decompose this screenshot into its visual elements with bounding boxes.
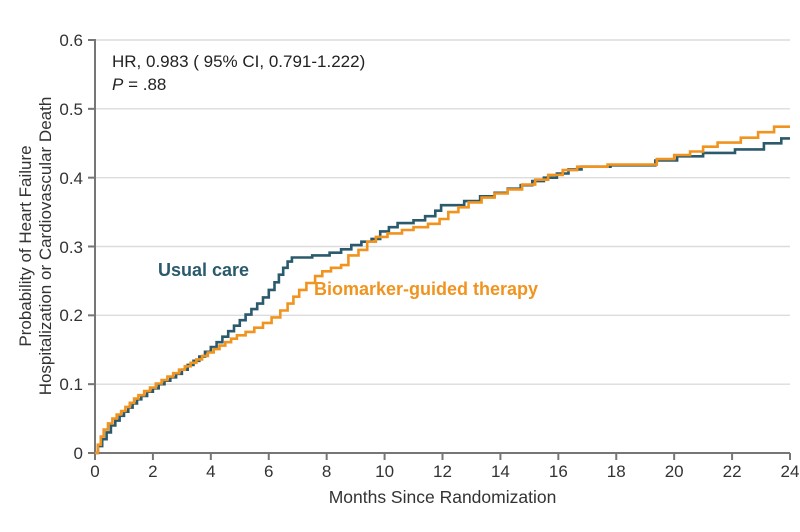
x-tick-label-24: 24 bbox=[780, 462, 800, 481]
hr-annotation-line2: P = .88 bbox=[112, 73, 365, 96]
curve-label-usual-care: Usual care bbox=[158, 260, 250, 280]
x-tick-label-6: 6 bbox=[264, 462, 274, 481]
p-value: = .88 bbox=[123, 75, 167, 94]
x-tick-label-16: 16 bbox=[548, 462, 568, 481]
x-tick-label-20: 20 bbox=[664, 462, 684, 481]
hr-annotation: HR, 0.983 ( 95% CI, 0.791-1.222) P = .88 bbox=[112, 50, 365, 96]
x-tick-label-14: 14 bbox=[490, 462, 510, 481]
y-tick-label-0.6: 0.6 bbox=[59, 31, 83, 50]
series-curves bbox=[95, 125, 790, 455]
y-axis-title-line1: Probability of Heart Failure bbox=[16, 145, 35, 347]
y-tick-label-0.2: 0.2 bbox=[59, 306, 83, 326]
x-tick-label-4: 4 bbox=[206, 462, 216, 481]
y-tick-label-0.1: 0.1 bbox=[59, 375, 83, 395]
p-symbol: P bbox=[112, 75, 124, 94]
x-axis-title: Months Since Randomization bbox=[328, 487, 557, 507]
gridlines bbox=[95, 39, 790, 385]
curve-biomarker-guided-therapy bbox=[95, 125, 790, 455]
x-tick-label-12: 12 bbox=[433, 462, 452, 481]
x-tick-label-22: 22 bbox=[722, 462, 742, 481]
hr-annotation-line1: HR, 0.983 ( 95% CI, 0.791-1.222) bbox=[112, 52, 366, 71]
x-tick-label-2: 2 bbox=[148, 462, 158, 481]
curve-label-biomarker-guided-therapy: Biomarker-guided therapy bbox=[314, 279, 539, 299]
y-tick-label-0: 0 bbox=[73, 444, 83, 463]
x-tick-label-10: 10 bbox=[375, 462, 395, 481]
x-tick-label-0: 0 bbox=[90, 462, 100, 481]
y-tick-label-0.4: 0.4 bbox=[59, 168, 83, 188]
y-tick-label-0.3: 0.3 bbox=[59, 237, 83, 257]
x-tick-label-18: 18 bbox=[606, 462, 626, 481]
x-tick-label-8: 8 bbox=[321, 462, 332, 481]
y-tick-label-0.5: 0.5 bbox=[59, 99, 83, 119]
axes bbox=[88, 39, 791, 460]
